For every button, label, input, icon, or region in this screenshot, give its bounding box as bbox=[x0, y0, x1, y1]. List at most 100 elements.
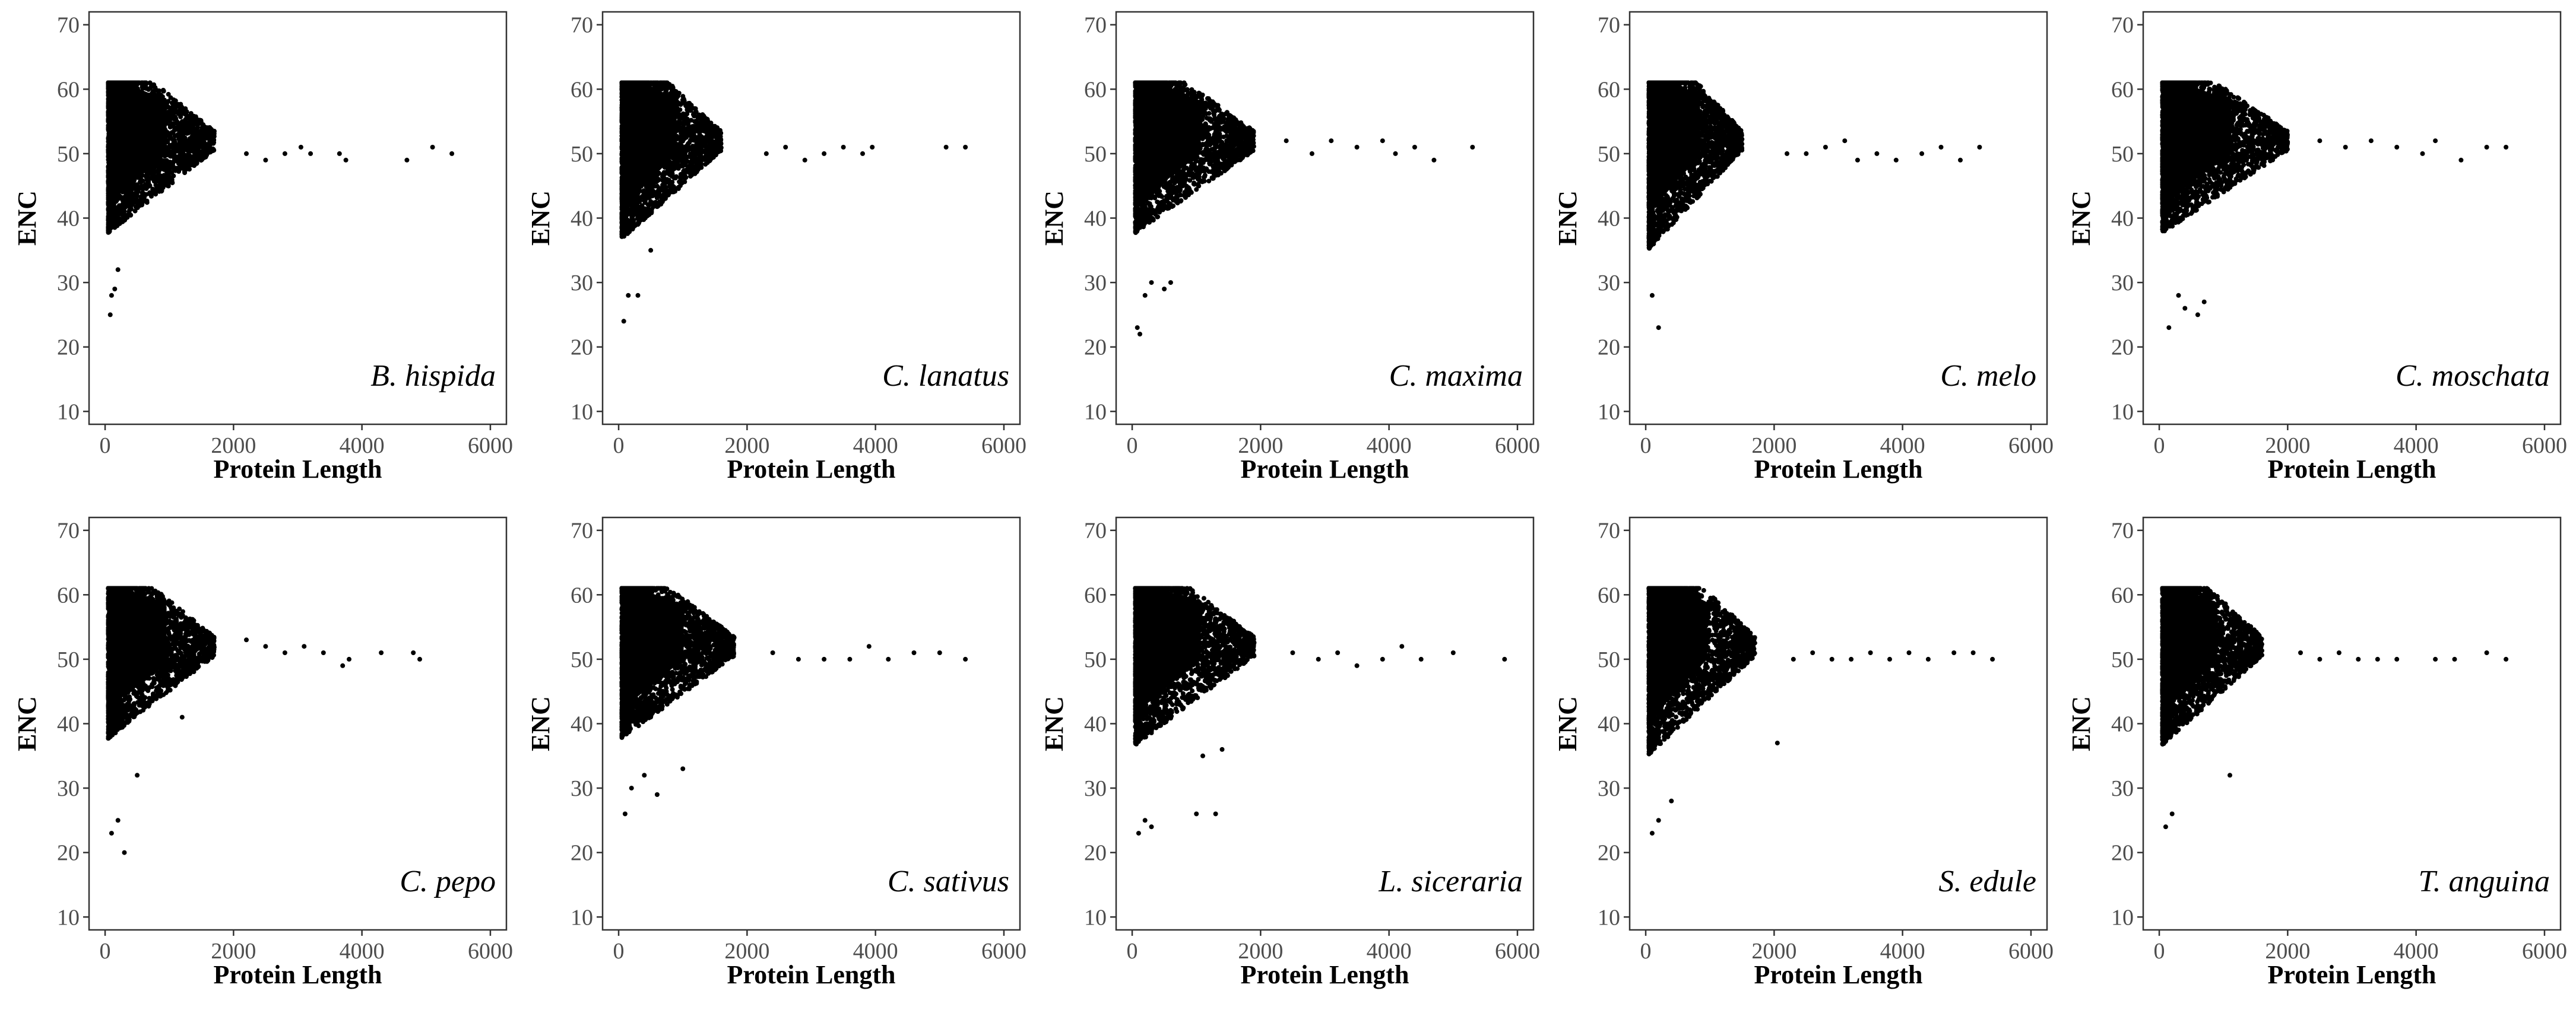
scatter-point bbox=[180, 163, 185, 169]
scatter-point bbox=[157, 88, 162, 93]
scatter-point bbox=[199, 135, 204, 140]
dense-core-b-hispida bbox=[108, 82, 167, 204]
scatter-point bbox=[684, 104, 689, 109]
points-c-lanatus bbox=[619, 80, 968, 324]
scatter-point bbox=[169, 177, 174, 182]
scatter-point bbox=[211, 147, 216, 153]
scatter-point bbox=[146, 87, 151, 92]
scatter-point bbox=[202, 142, 208, 147]
scatter-point bbox=[189, 130, 194, 135]
scatter-point bbox=[710, 130, 715, 135]
scatter-point bbox=[166, 118, 171, 123]
scatter-point bbox=[179, 125, 185, 131]
scatter-point bbox=[657, 199, 663, 204]
scatter-point bbox=[178, 101, 183, 107]
scatter-point bbox=[193, 114, 198, 119]
scatter-point bbox=[172, 166, 178, 171]
scatter-point bbox=[114, 218, 119, 224]
scatter-point bbox=[110, 214, 115, 220]
scatter-point bbox=[661, 170, 667, 175]
scatter-point bbox=[194, 153, 199, 157]
scatter-point bbox=[189, 138, 195, 144]
y-tick-label: 10 bbox=[57, 399, 80, 424]
scatter-point bbox=[689, 160, 695, 165]
outlier-point bbox=[449, 151, 455, 156]
scatter-point bbox=[184, 109, 189, 115]
scatter-point bbox=[106, 214, 112, 219]
scatter-point bbox=[629, 211, 635, 217]
scatter-point bbox=[657, 189, 662, 195]
scatter-point bbox=[161, 88, 166, 94]
scatter-point bbox=[195, 145, 201, 151]
scatter-point bbox=[173, 115, 178, 120]
scatter-point bbox=[176, 157, 182, 163]
scatter-point bbox=[151, 176, 156, 182]
scatter-point bbox=[141, 198, 147, 204]
scatter-point bbox=[176, 111, 181, 116]
scatter-point bbox=[150, 82, 155, 88]
scatter-point bbox=[661, 173, 666, 179]
scatter-point bbox=[118, 204, 123, 209]
scatter-point bbox=[191, 157, 196, 162]
scatter-point bbox=[149, 193, 154, 199]
scatter-point bbox=[674, 174, 679, 179]
scatter-point bbox=[134, 191, 140, 196]
scatter-point bbox=[656, 177, 661, 182]
scatter-point bbox=[135, 198, 141, 204]
scatter-point bbox=[670, 162, 676, 167]
scatter-point bbox=[106, 230, 111, 235]
x-tick-label: 6000 bbox=[468, 433, 513, 458]
y-tick-label: 20 bbox=[57, 335, 80, 360]
scatter-point bbox=[140, 202, 144, 208]
scatter-point bbox=[717, 142, 723, 148]
scatter-point bbox=[138, 184, 144, 189]
scatter-point bbox=[132, 208, 138, 214]
scatter-point bbox=[202, 152, 207, 157]
scatter-point bbox=[663, 196, 668, 201]
outlier-point bbox=[112, 287, 118, 291]
y-tick-label: 50 bbox=[57, 142, 80, 167]
scatter-point bbox=[188, 117, 193, 123]
scatter-point bbox=[197, 138, 202, 144]
scatter-point bbox=[208, 136, 213, 142]
scatter-point bbox=[169, 144, 175, 149]
scatter-point bbox=[159, 180, 164, 185]
scatter-point bbox=[171, 154, 176, 159]
scatter-point bbox=[696, 166, 702, 171]
points-b-hispida bbox=[106, 80, 455, 317]
scatter-point bbox=[680, 125, 685, 131]
scatter-point bbox=[126, 209, 132, 215]
scatter-point bbox=[711, 155, 716, 160]
scatter-point bbox=[652, 178, 657, 183]
outlier-point bbox=[263, 157, 268, 163]
species-label: B. hispida bbox=[370, 359, 496, 393]
scatter-point bbox=[118, 210, 123, 215]
scatter-point bbox=[161, 175, 167, 180]
scatter-point bbox=[170, 121, 176, 126]
scatter-point bbox=[670, 170, 675, 176]
scatter-point bbox=[669, 174, 674, 179]
scatter-point bbox=[632, 195, 638, 201]
scatter-point bbox=[172, 108, 178, 113]
scatter-point bbox=[115, 223, 120, 228]
scatter-point bbox=[151, 170, 157, 176]
scatter-point bbox=[165, 165, 170, 170]
scatter-point bbox=[126, 193, 132, 199]
scatter-point bbox=[208, 141, 214, 146]
scatter-point bbox=[170, 148, 176, 153]
scatter-point bbox=[140, 190, 145, 196]
scatter-point bbox=[683, 112, 689, 117]
scatter-point bbox=[182, 154, 188, 159]
outlier-point bbox=[308, 151, 313, 156]
scatter-point bbox=[189, 123, 195, 129]
scatter-point bbox=[182, 169, 187, 174]
scatter-point bbox=[144, 177, 150, 183]
scatter-point bbox=[112, 199, 118, 204]
y-axis-title: ENC bbox=[12, 190, 42, 246]
scatter-point bbox=[681, 116, 686, 122]
scatter-point bbox=[109, 223, 114, 228]
scatter-point bbox=[687, 104, 693, 109]
x-tick-label: 4000 bbox=[340, 433, 385, 458]
